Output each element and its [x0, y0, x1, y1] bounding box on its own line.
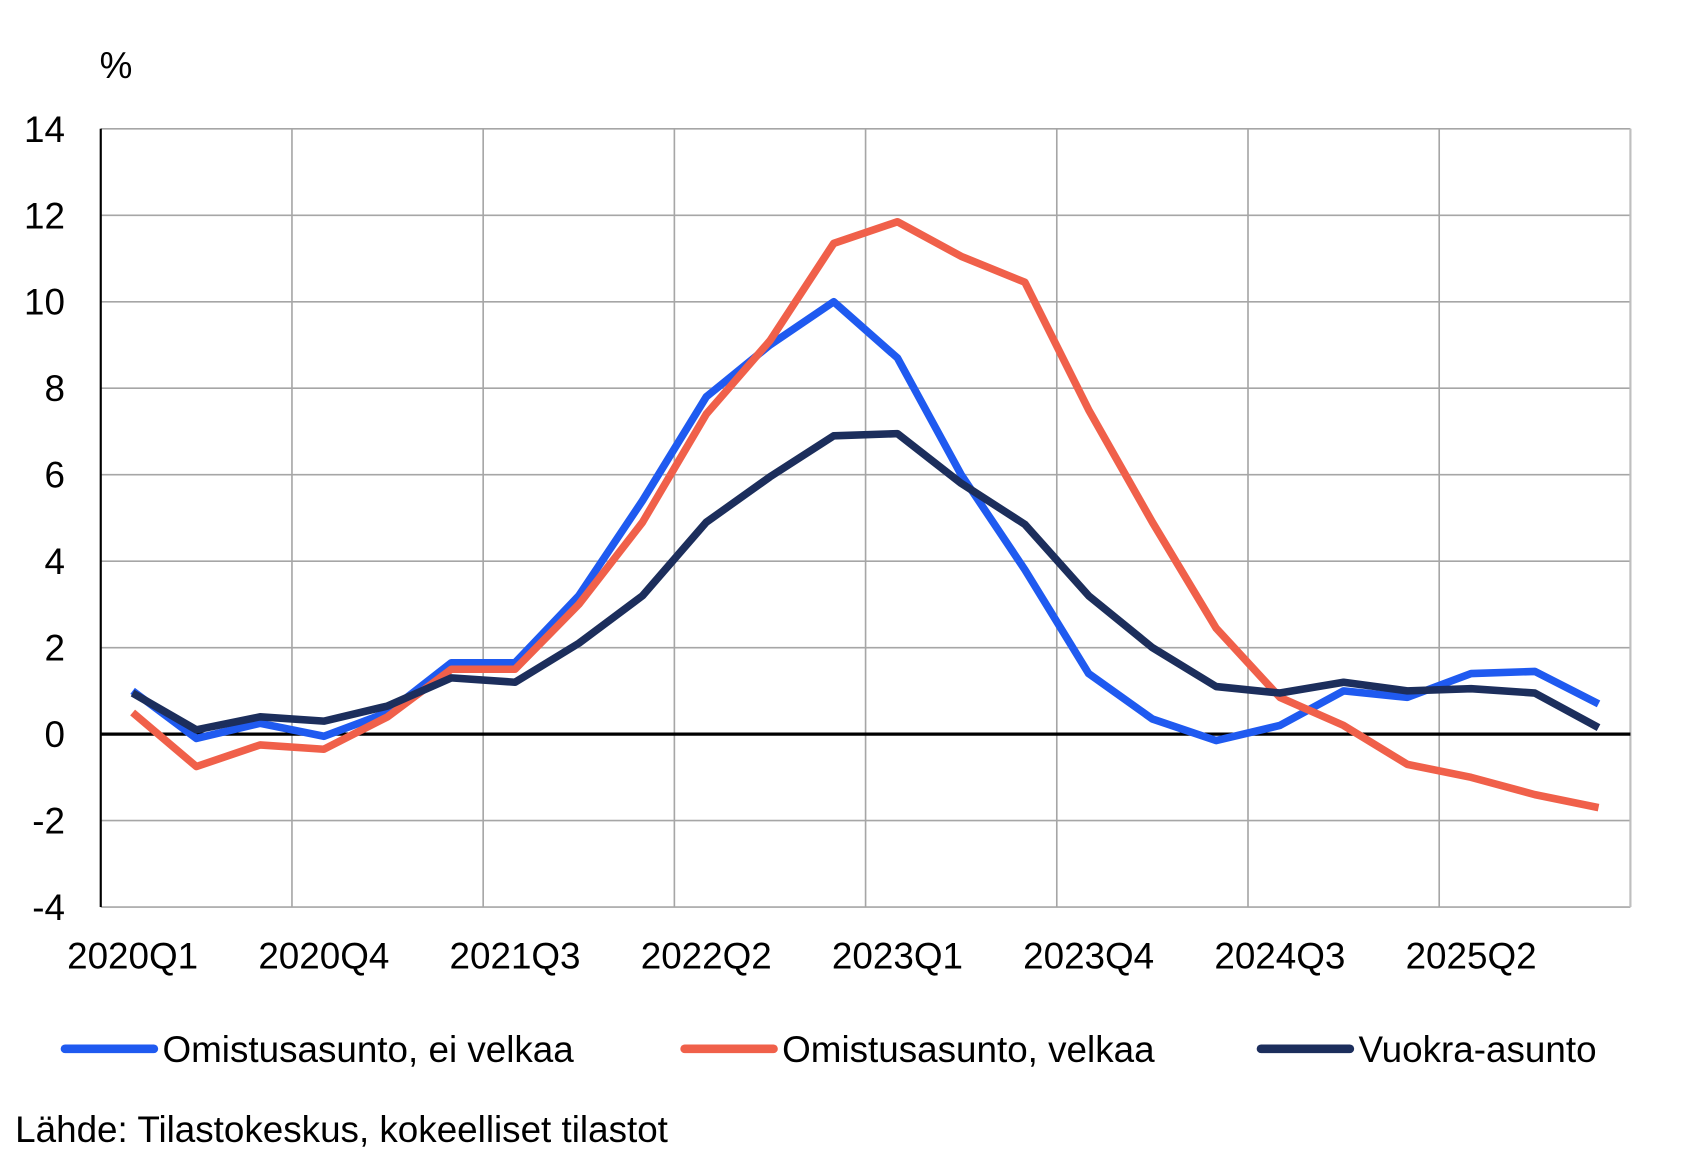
x-tick-label: 2023Q4 [1023, 936, 1154, 977]
legend-label: Omistusasunto, ei velkaa [163, 1029, 575, 1070]
y-axis-unit-label: % [100, 45, 133, 86]
x-tick-label: 2025Q2 [1406, 936, 1537, 977]
y-tick-label: 0 [45, 714, 65, 755]
y-tick-labels: 14 12 10 8 6 4 2 0 -2 -4 [24, 109, 65, 928]
series-lines [130, 217, 1601, 812]
series-line-1 [130, 297, 1601, 745]
y-tick-label: 14 [24, 109, 65, 150]
y-tick-label: 4 [45, 541, 65, 582]
y-tick-label: 8 [45, 368, 65, 409]
legend-label: Omistusasunto, velkaa [782, 1029, 1155, 1070]
x-tick-label: 2023Q1 [832, 936, 963, 977]
x-tick-label: 2022Q2 [641, 936, 772, 977]
x-tick-label: 2020Q1 [67, 936, 198, 977]
y-tick-label: 10 [24, 282, 65, 323]
legend: Omistusasunto, ei velkaa Omistusasunto, v… [60, 1029, 1597, 1070]
y-tick-label: -4 [32, 887, 65, 928]
series-line-2 [130, 217, 1600, 812]
x-tick-label: 2024Q3 [1214, 936, 1345, 977]
gridlines [99, 127, 1632, 908]
y-tick-label: 6 [45, 455, 65, 496]
x-tick-label: 2021Q3 [450, 936, 581, 977]
x-tick-labels: 2020Q1 2020Q4 2021Q3 2022Q2 2023Q1 2023Q4 2024… [67, 936, 1536, 977]
y-tick-label: 12 [24, 195, 65, 236]
source-note: Lähde: Tilastokeskus, kokeelliset tilast… [15, 1109, 668, 1150]
y-tick-label: 2 [45, 628, 65, 669]
y-tick-label: -2 [32, 801, 65, 842]
legend-label: Vuokra-asunto [1359, 1029, 1597, 1070]
x-tick-label: 2020Q4 [258, 936, 389, 977]
series-line-3 [130, 429, 1601, 734]
